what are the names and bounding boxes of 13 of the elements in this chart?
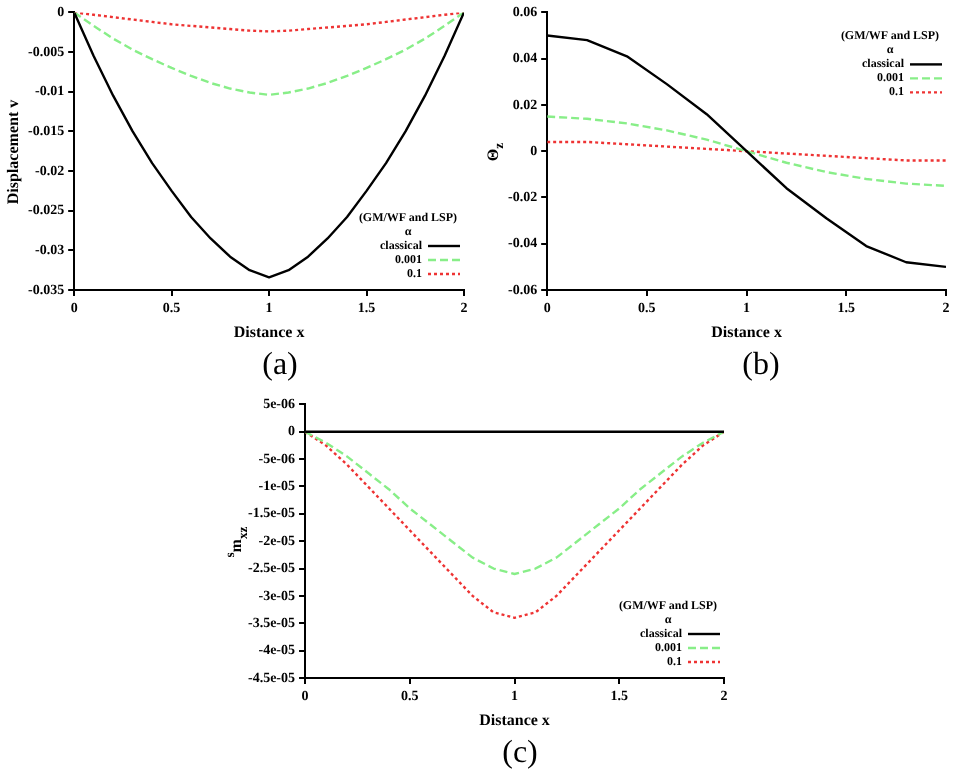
x-axis-title: Distance x: [479, 710, 550, 729]
text: (c): [500, 736, 540, 772]
text: (a): [260, 348, 300, 384]
line-series: [305, 430, 724, 576]
line-series: [74, 12, 464, 97]
x-axis-title: Distance x: [233, 322, 305, 341]
line-series: [74, 12, 464, 33]
line-series: [547, 140, 946, 162]
y-axis-title: Displacement v: [4, 99, 22, 205]
x-axis-title: Distance x: [711, 322, 782, 341]
line-series: [305, 430, 724, 620]
line-series: [547, 115, 946, 188]
text: (b): [740, 348, 782, 384]
